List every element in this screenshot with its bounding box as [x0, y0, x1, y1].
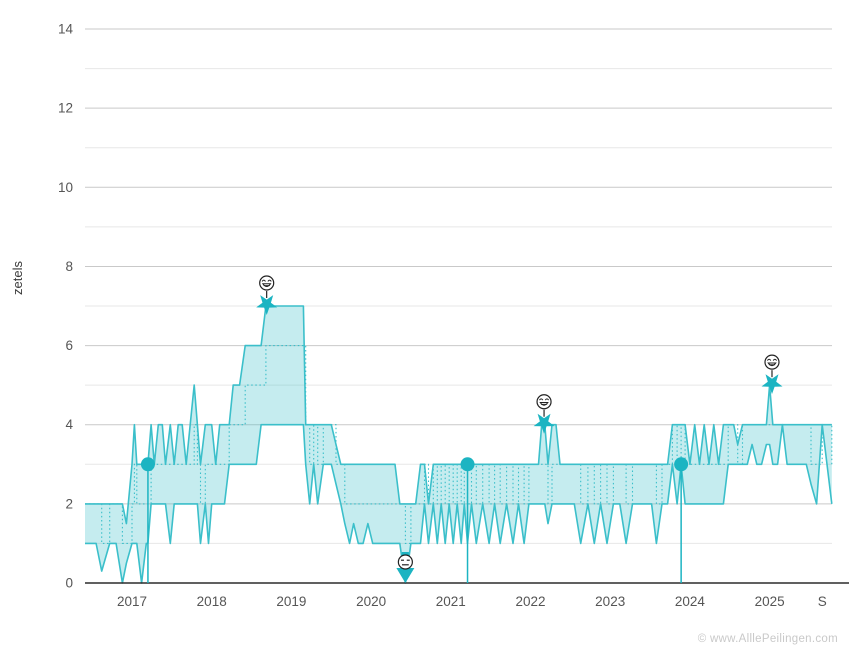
- x-tick-label: 2021: [436, 594, 466, 609]
- y-tick-label: 4: [65, 417, 73, 432]
- neutral-face-icon: [397, 554, 413, 570]
- grin-face-icon: [259, 275, 275, 291]
- poll-max-line: [85, 305, 832, 525]
- x-tick-label: 2017: [117, 594, 147, 609]
- grin-face-icon: [764, 354, 780, 370]
- election-result-marker: [460, 457, 475, 472]
- best-poll-star-marker: [256, 295, 278, 315]
- y-tick-label: 10: [58, 180, 73, 195]
- best-poll-star-marker: [533, 413, 555, 434]
- grin-face-icon: [536, 394, 552, 410]
- y-tick-label: 6: [65, 338, 73, 353]
- x-tick-label: S: [818, 594, 827, 609]
- election-result-marker: [674, 457, 689, 472]
- y-tick-label: 14: [58, 22, 74, 37]
- best-poll-star-marker: [761, 374, 783, 395]
- x-tick-label: 2020: [356, 594, 386, 609]
- x-tick-label: 2022: [515, 594, 545, 609]
- x-tick-label: 2019: [276, 594, 306, 609]
- y-tick-label: 8: [65, 259, 73, 274]
- watermark: © www.AlllePeilingen.com: [697, 633, 838, 645]
- y-tick-label: 12: [58, 101, 73, 116]
- poll-min-line: [85, 423, 833, 584]
- poll-range-band: [85, 306, 832, 583]
- x-tick-label: 2025: [755, 594, 785, 609]
- y-tick-label: 2: [65, 496, 73, 511]
- election-result-marker: [140, 457, 155, 472]
- x-tick-label: 2024: [675, 594, 706, 609]
- x-tick-label: 2023: [595, 594, 625, 609]
- x-tick-label: 2018: [197, 594, 227, 609]
- y-tick-label: 0: [65, 576, 73, 591]
